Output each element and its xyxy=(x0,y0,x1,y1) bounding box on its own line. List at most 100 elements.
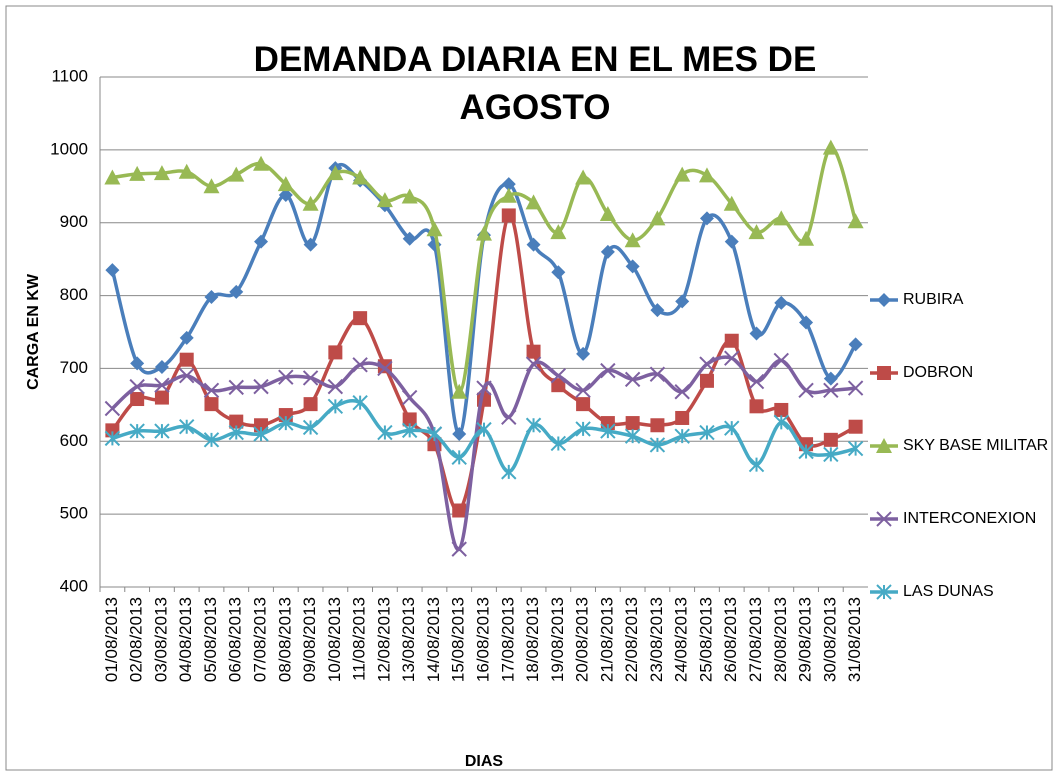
data-point xyxy=(327,378,344,395)
x-tick-label: 13/08/2013 xyxy=(399,597,418,682)
x-tick-label: 23/08/2013 xyxy=(647,597,666,682)
data-point xyxy=(823,446,839,463)
data-point xyxy=(575,169,592,185)
y-axis-label: CARGA EN KW xyxy=(25,273,42,390)
x-axis-label: DIAS xyxy=(465,753,504,770)
data-point xyxy=(698,167,715,183)
data-point xyxy=(675,294,690,309)
legend-label: INTERCONEXION xyxy=(903,510,1036,527)
data-point xyxy=(773,210,790,226)
data-point xyxy=(426,426,443,442)
data-point xyxy=(774,402,789,417)
data-point xyxy=(253,426,269,442)
data-point xyxy=(500,187,517,203)
legend-label: SKY BASE MILITAR xyxy=(903,437,1048,454)
series-line xyxy=(111,355,856,551)
data-point xyxy=(847,380,864,396)
data-point xyxy=(550,435,567,452)
data-point xyxy=(327,398,344,415)
y-tick-label: 400 xyxy=(60,576,88,595)
data-point xyxy=(178,163,195,179)
data-point xyxy=(353,311,368,326)
x-tick-label: 31/08/2013 xyxy=(845,597,864,682)
data-point xyxy=(674,166,691,182)
data-point xyxy=(799,315,814,330)
legend-label: DOBRON xyxy=(903,364,973,381)
data-point xyxy=(576,397,591,412)
data-point xyxy=(624,371,641,388)
data-point xyxy=(575,382,591,398)
data-point xyxy=(129,378,145,395)
data-point xyxy=(476,380,492,396)
chart-border xyxy=(5,5,1053,771)
x-tick-label: 29/08/2013 xyxy=(796,597,815,682)
data-point xyxy=(625,416,640,431)
x-tick-label: 28/08/2013 xyxy=(771,597,790,682)
data-point xyxy=(525,356,542,372)
data-point xyxy=(154,423,170,439)
x-tick-label: 27/08/2013 xyxy=(746,597,765,682)
data-point xyxy=(476,421,492,438)
data-point xyxy=(154,377,170,393)
data-point xyxy=(823,432,838,447)
x-tick-label: 26/08/2013 xyxy=(721,597,740,682)
data-point xyxy=(328,345,343,360)
data-point xyxy=(773,414,789,431)
x-tick-label: 08/08/2013 xyxy=(275,597,294,682)
data-point xyxy=(600,244,615,259)
data-point xyxy=(179,419,195,435)
data-point xyxy=(501,409,517,425)
data-point xyxy=(105,263,120,278)
data-point xyxy=(749,399,764,414)
data-point xyxy=(847,213,864,229)
data-point xyxy=(401,389,418,406)
data-point xyxy=(823,371,838,386)
data-point xyxy=(303,237,318,252)
data-point xyxy=(203,178,220,194)
x-tick-label: 25/08/2013 xyxy=(696,597,715,682)
data-point xyxy=(154,359,169,374)
data-point xyxy=(525,417,542,433)
legend-marker xyxy=(877,293,891,307)
x-tick-label: 18/08/2013 xyxy=(523,597,542,682)
data-point xyxy=(376,192,393,208)
data-point xyxy=(501,177,516,192)
legend-marker xyxy=(876,584,892,600)
x-tick-label: 09/08/2013 xyxy=(300,597,319,682)
data-point xyxy=(501,208,516,223)
data-point xyxy=(675,410,690,425)
y-tick-label: 800 xyxy=(60,285,88,304)
data-point xyxy=(600,423,616,439)
data-point xyxy=(724,350,740,366)
y-tick-label: 600 xyxy=(60,431,88,450)
data-point xyxy=(798,230,815,246)
data-point xyxy=(724,420,740,436)
x-tick-label: 19/08/2013 xyxy=(548,597,567,682)
data-point xyxy=(302,195,319,211)
x-tick-label: 03/08/2013 xyxy=(151,597,170,682)
x-tick-label: 12/08/2013 xyxy=(374,597,393,682)
legend-label: LAS DUNAS xyxy=(903,583,994,600)
data-point xyxy=(600,362,616,379)
x-tick-label: 17/08/2013 xyxy=(498,597,517,682)
data-point xyxy=(699,211,714,226)
x-tick-label: 07/08/2013 xyxy=(251,597,270,682)
data-point xyxy=(748,456,765,473)
data-point xyxy=(650,418,665,433)
data-point xyxy=(129,165,146,181)
data-point xyxy=(674,428,690,444)
legend-marker xyxy=(876,511,892,527)
data-point xyxy=(229,414,244,429)
data-point xyxy=(674,384,690,400)
data-point xyxy=(699,356,715,372)
data-point xyxy=(352,394,368,411)
x-tick-label: 22/08/2013 xyxy=(622,597,641,682)
data-point xyxy=(228,379,244,396)
data-point xyxy=(551,265,566,280)
data-point xyxy=(228,424,244,441)
legend-marker xyxy=(877,366,891,380)
data-point xyxy=(254,234,269,249)
x-tick-label: 05/08/2013 xyxy=(201,597,220,682)
data-point xyxy=(203,432,220,448)
data-point xyxy=(476,225,492,241)
